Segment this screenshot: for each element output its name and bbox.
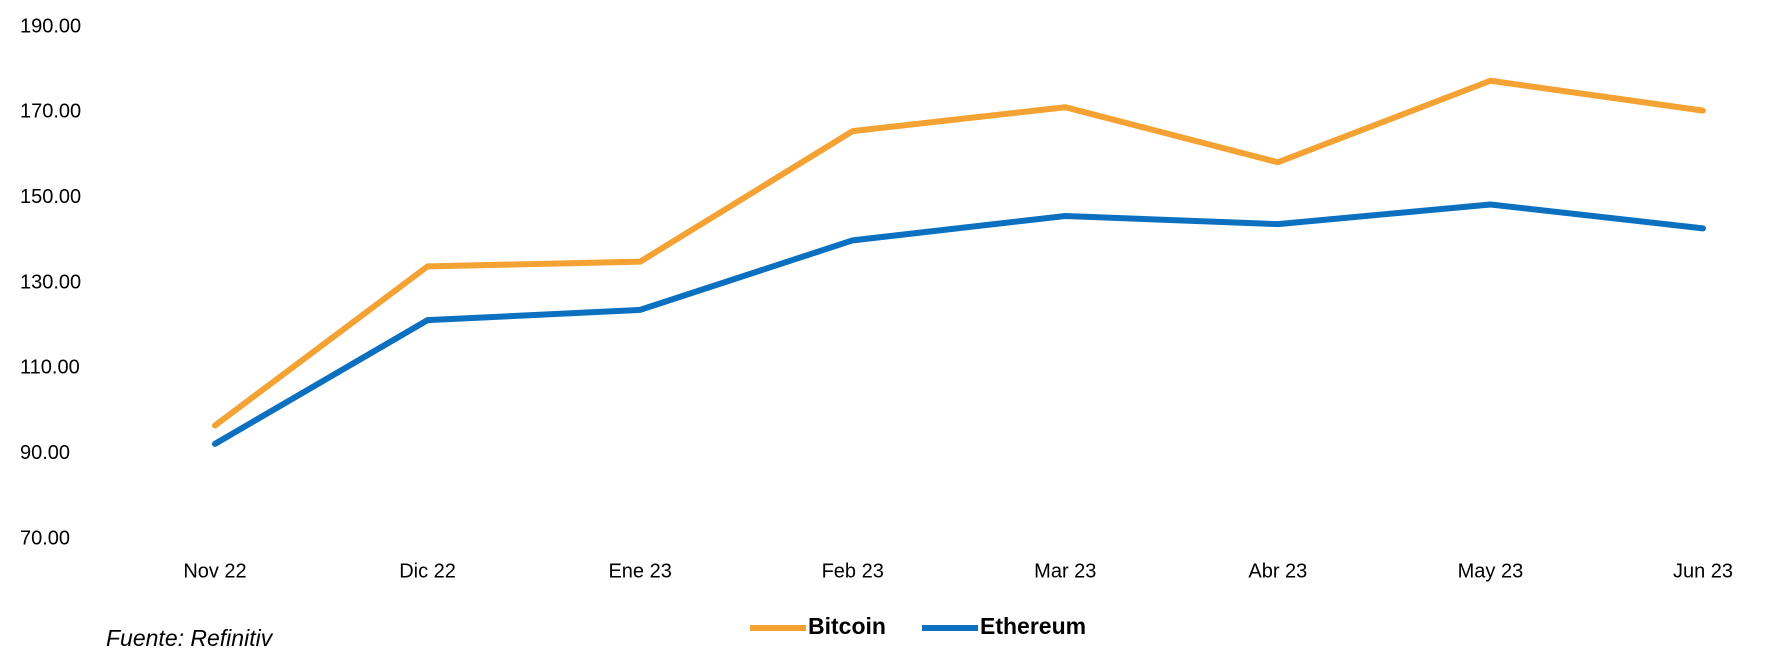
y-tick-label: 130.00 (20, 271, 81, 293)
data-line (212, 77, 1706, 429)
y-tick-label: 70.00 (20, 527, 70, 549)
legend-label: Ethereum (980, 613, 1086, 639)
x-tick-label: Feb 23 (822, 560, 884, 582)
x-tick-label: Jun 23 (1673, 560, 1733, 582)
x-tick-label: Dic 22 (399, 560, 456, 582)
y-tick-label: 170.00 (20, 101, 81, 123)
y-tick-label: 110.00 (20, 357, 80, 379)
x-tick-label: Mar 23 (1034, 560, 1096, 582)
data-line (212, 201, 1706, 447)
x-tick-label: Nov 22 (183, 560, 246, 582)
y-tick-label: 150.00 (20, 186, 81, 208)
y-tick-label: 190.00 (20, 15, 81, 37)
x-tick-label: May 23 (1458, 560, 1524, 582)
x-tick-label: Abr 23 (1248, 560, 1307, 582)
x-tick-label: Ene 23 (608, 560, 671, 582)
source-note: Fuente: Refinitiv (106, 625, 274, 651)
legend-label: Bitcoin (808, 613, 886, 639)
y-tick-label: 90.00 (20, 442, 70, 464)
